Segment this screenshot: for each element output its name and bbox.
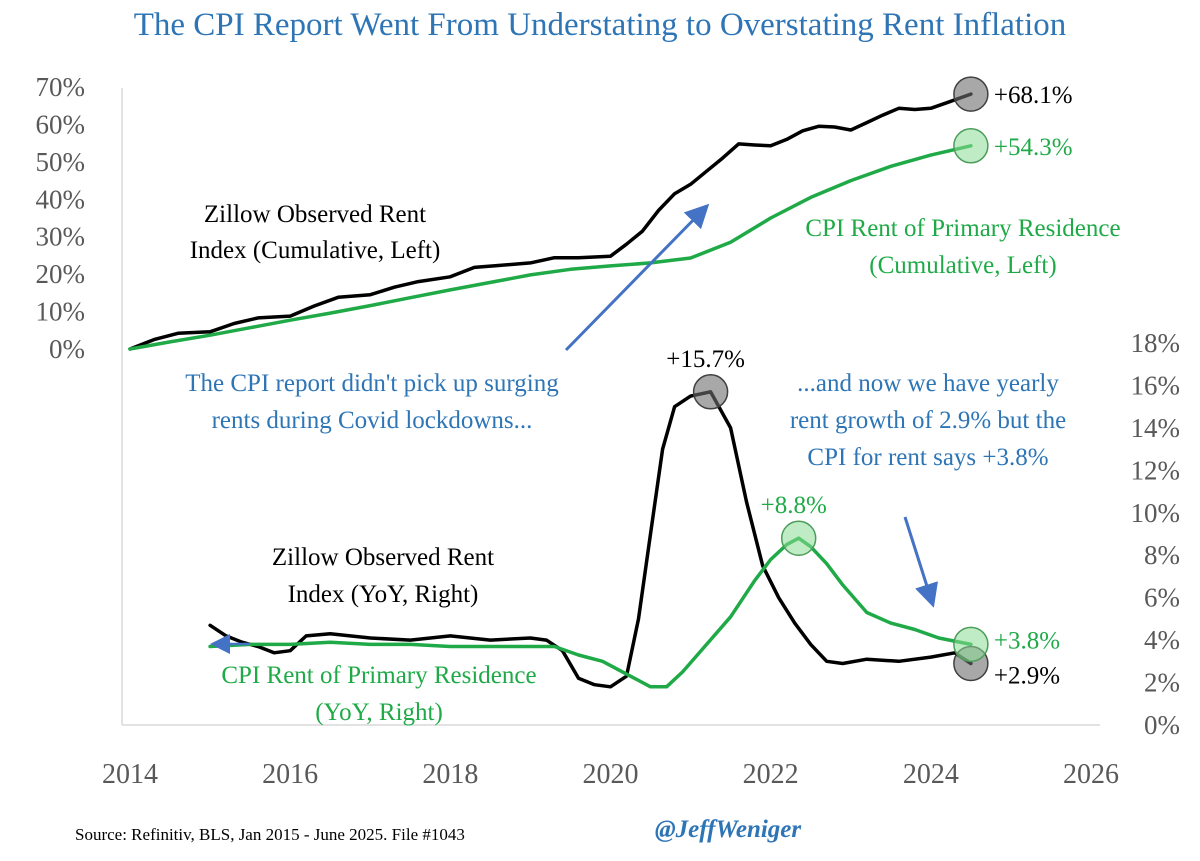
end-marker-label: +68.1% [994, 82, 1073, 109]
annotation-recent: ...and now we have yearly rent growth of… [790, 370, 1066, 471]
end-marker-label: +54.3% [994, 134, 1073, 161]
left-tick-label: 30% [36, 222, 86, 252]
left-tick-label: 10% [36, 297, 86, 327]
covid-arrow [564, 203, 710, 352]
chart-title: The CPI Report Went From Understating to… [134, 7, 1067, 43]
peak-marker [780, 520, 817, 556]
left-tick-label: 60% [36, 109, 86, 139]
annotation-line: ...and now we have yearly [797, 370, 1059, 397]
source-note: Source: Refinitiv, BLS, Jan 2015 - June … [75, 825, 465, 844]
series-lines [128, 92, 973, 689]
series-label-zillow-cumulative: Zillow Observed Rent Index (Cumulative, … [190, 201, 441, 264]
end-marker [953, 626, 989, 663]
series-label-line: Zillow Observed Rent [204, 201, 426, 228]
x-tick-label: 2026 [1063, 759, 1119, 790]
annotation-line: rent growth of 2.9% but the [790, 407, 1066, 434]
annotation-line: The CPI report didn't pick up surging [185, 370, 559, 397]
series-line-2 [208, 390, 973, 689]
right-tick-label: 10% [1131, 498, 1181, 528]
series-line-3 [208, 536, 973, 689]
peak-marker-label: +8.8% [761, 492, 827, 519]
end-marker [953, 128, 989, 164]
x-axis-ticks: 2014 2016 2018 2020 2022 2024 2026 [102, 759, 1119, 790]
right-tick-label: 14% [1131, 413, 1181, 443]
x-tick-label: 2016 [262, 759, 318, 790]
right-tick-label: 16% [1131, 370, 1181, 400]
series-label-line: (Cumulative, Left) [869, 252, 1056, 279]
series-label-line: Index (Cumulative, Left) [190, 237, 441, 264]
annotation-line: CPI for rent says +3.8% [807, 444, 1048, 471]
annotation-line: rents during Covid lockdowns... [212, 407, 533, 434]
series-label-line: CPI Rent of Primary Residence [805, 215, 1120, 242]
peak-marker-label: +15.7% [666, 346, 745, 373]
series-label-cpi-cumulative: CPI Rent of Primary Residence (Cumulativ… [805, 215, 1120, 279]
right-tick-label: 0% [1144, 710, 1180, 740]
recent-arrow [903, 516, 938, 608]
right-axis-ticks: 0% 2% 4% 6% 8% 10% 12% 14% 16% 18% [1131, 328, 1181, 740]
left-tick-label: 50% [36, 147, 86, 177]
end-marker-label: +3.8% [994, 627, 1060, 654]
series-label-line: Zillow Observed Rent [272, 544, 494, 571]
right-tick-label: 8% [1144, 540, 1180, 570]
right-tick-label: 12% [1131, 455, 1181, 485]
left-axis-ticks: 0% 10% 20% 30% 40% 50% 60% 70% [36, 72, 86, 364]
x-tick-label: 2020 [583, 759, 639, 790]
peak-marker [692, 374, 729, 410]
series-line-0 [128, 92, 973, 351]
end-marker-label: +2.9% [994, 662, 1060, 689]
right-tick-label: 4% [1144, 625, 1180, 655]
x-tick-label: 2018 [422, 759, 478, 790]
x-tick-label: 2014 [102, 759, 158, 790]
x-tick-label: 2024 [903, 759, 959, 790]
end-marker [953, 76, 989, 112]
series-label-line: Index (YoY, Right) [288, 581, 479, 608]
series-label-zillow-yoy: Zillow Observed Rent Index (YoY, Right) [272, 544, 494, 608]
right-tick-label: 2% [1144, 668, 1180, 698]
series-label-line: CPI Rent of Primary Residence [221, 662, 536, 689]
series-label-cpi-yoy: CPI Rent of Primary Residence (YoY, Righ… [221, 662, 536, 726]
left-tick-label: 20% [36, 259, 86, 289]
series-line-1 [128, 144, 973, 351]
left-tick-label: 70% [36, 72, 86, 102]
markers: +68.1% +54.3% +2.9% +3.8% +15.7% +8.8% [666, 76, 1073, 689]
right-tick-label: 6% [1144, 583, 1180, 613]
left-tick-label: 0% [49, 334, 85, 364]
series-label-line: (YoY, Right) [315, 699, 443, 726]
left-tick-label: 40% [36, 184, 86, 214]
annotation-covid: The CPI report didn't pick up surging re… [185, 370, 559, 434]
x-tick-label: 2022 [743, 759, 799, 790]
right-tick-label: 18% [1131, 328, 1181, 358]
author-handle: @JeffWeniger [655, 816, 802, 843]
